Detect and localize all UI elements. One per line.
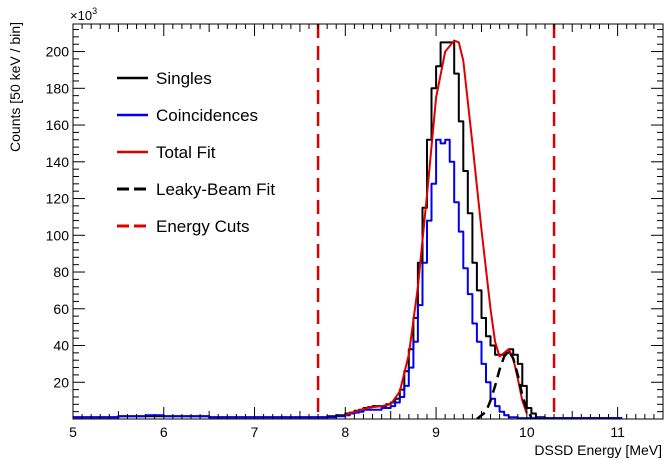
y-multiplier: ×103	[70, 6, 97, 23]
y-axis-label: Counts [50 keV / bin]	[7, 22, 23, 152]
x-tick-label: 7	[251, 424, 259, 440]
y-tick-label: 140	[46, 154, 70, 170]
y-tick-label: 100	[46, 227, 70, 243]
y-tick-label: 80	[53, 264, 69, 280]
legend-label: Total Fit	[156, 143, 216, 162]
series-leaky-beam-fit	[476, 349, 533, 419]
x-tick-label: 10	[519, 424, 535, 440]
y-tick-label: 40	[53, 338, 69, 354]
y-tick-label: 120	[46, 191, 70, 207]
y-multiplier-exp: 3	[92, 6, 97, 16]
y-tick-label: 60	[53, 301, 69, 317]
x-tick-label: 6	[160, 424, 168, 440]
legend-label: Energy Cuts	[156, 217, 250, 236]
legend: Singles Coincidences Total Fit Leaky-Beam F…	[117, 69, 275, 236]
y-multiplier-base: ×10	[70, 8, 92, 23]
plot-frame	[72, 23, 664, 420]
legend-label: Coincidences	[156, 106, 258, 125]
x-axis-label: DSSD Energy [MeV]	[534, 442, 662, 458]
legend-label: Leaky-Beam Fit	[156, 180, 275, 199]
y-tick-label: 200	[46, 44, 70, 60]
series-total-fit	[344, 39, 528, 417]
x-tick-label: 5	[69, 424, 77, 440]
x-tick-label: 8	[341, 424, 349, 440]
x-tick-label: 11	[610, 424, 625, 440]
axes: 5 6 7 8 9 10 11 20 40 60 80 100 120 140 160 180 200	[46, 23, 664, 440]
y-tick-label: 20	[53, 374, 69, 390]
x-tick-label: 9	[432, 424, 440, 440]
y-tick-label: 180	[46, 80, 70, 96]
legend-label: Singles	[156, 69, 212, 88]
y-tick-label: 160	[46, 117, 70, 133]
